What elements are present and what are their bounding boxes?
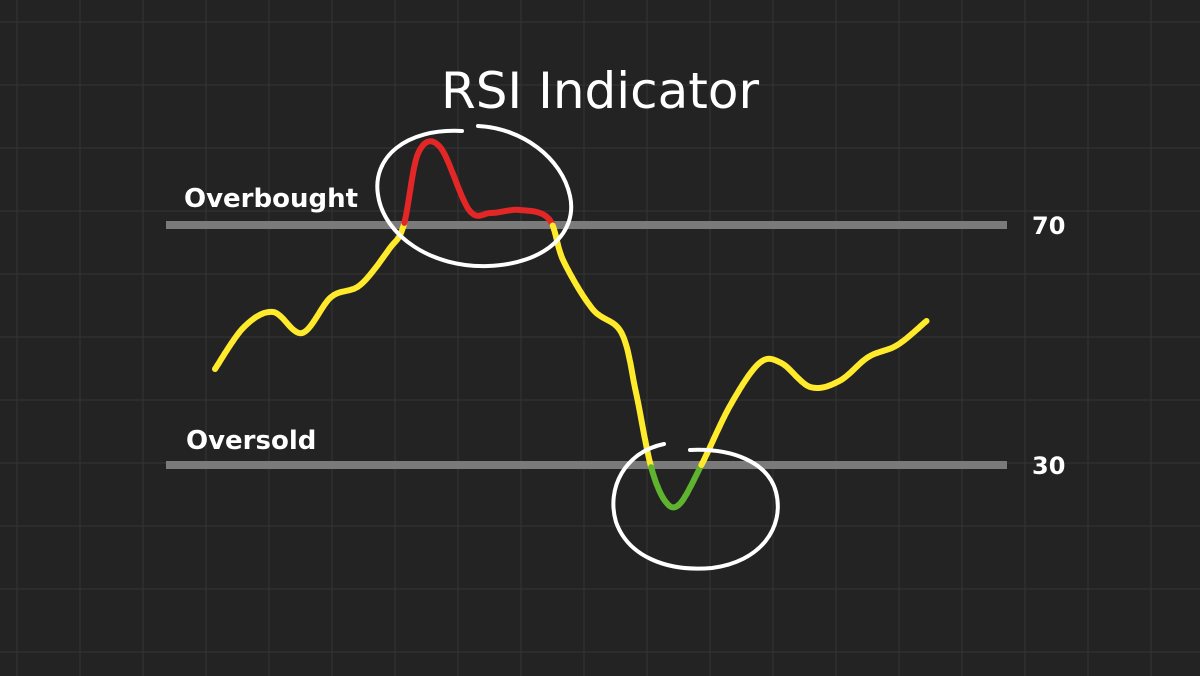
chart-title: RSI Indicator: [441, 62, 760, 120]
level-70-label: 70: [1032, 212, 1065, 240]
highlight-annotations: [375, 124, 780, 571]
oversold-zone-label: Oversold: [186, 426, 316, 456]
overbought-zone-label: Overbought: [184, 184, 358, 214]
threshold-levels: 70 30 Overbought Oversold: [166, 184, 1065, 480]
rsi-line-segment-overbought: [401, 138, 556, 229]
rsi-line-segment-normal: [549, 222, 655, 471]
rsi-line-segment-oversold: [648, 462, 705, 511]
rsi-line-segment-normal: [698, 318, 930, 468]
rsi-series: [212, 138, 930, 511]
rsi-line-segment-normal: [212, 219, 408, 372]
level-30-label: 30: [1032, 452, 1065, 480]
overbought-peak-circle: [375, 124, 574, 269]
oversold-trough-circle: [611, 442, 780, 571]
